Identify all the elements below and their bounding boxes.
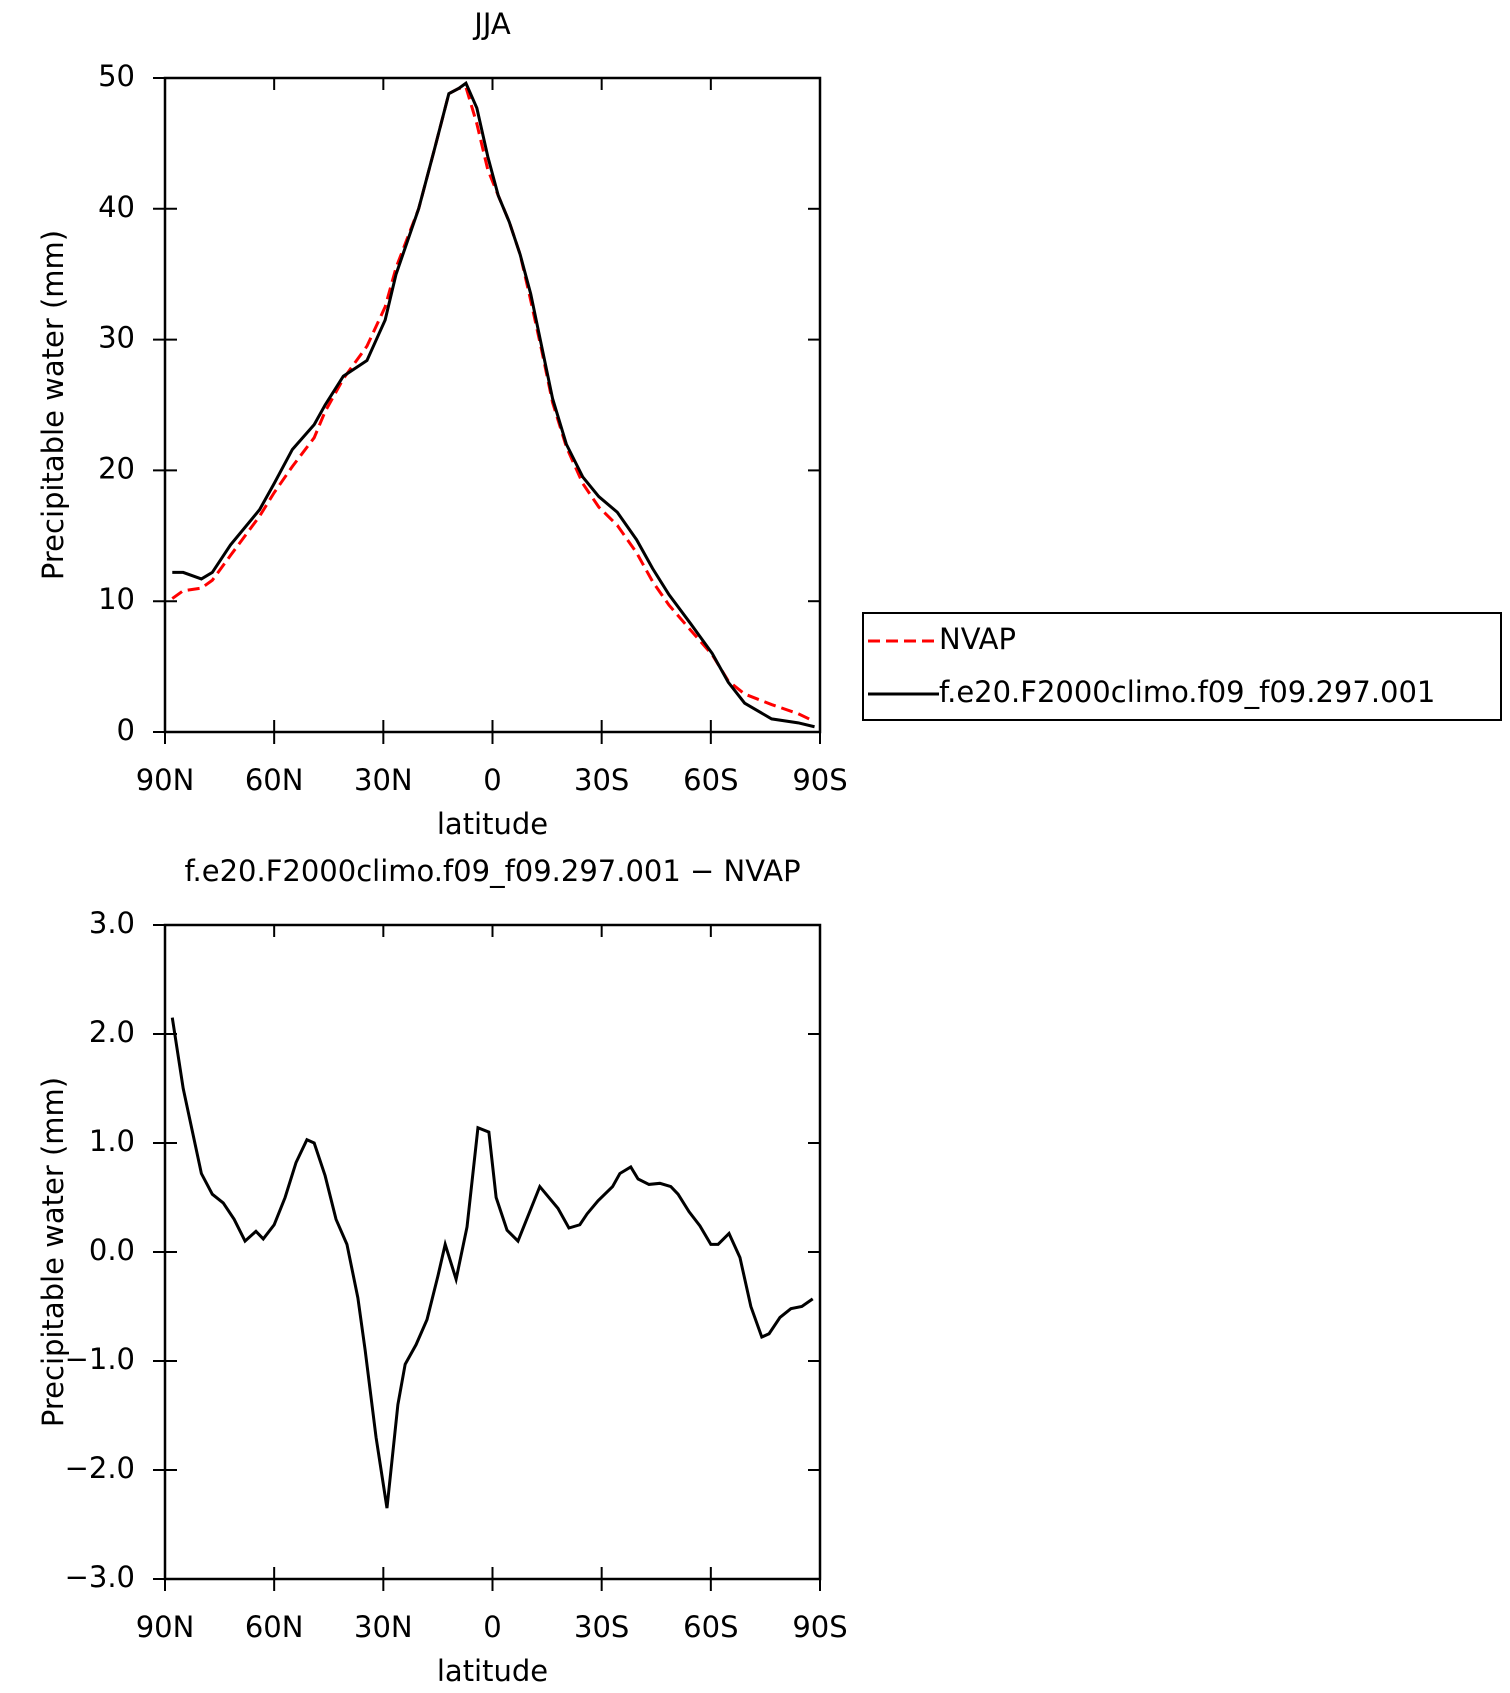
y-tick-label: 50 [98, 59, 135, 93]
data-line [172, 80, 815, 729]
y-tick-label: 0 [117, 713, 135, 747]
chart-title: JJA [472, 7, 511, 41]
x-tick-label: 30S [574, 1610, 629, 1644]
x-tick-label: 60N [245, 1610, 304, 1644]
y-axis-label: Precipitable water (mm) [36, 1077, 70, 1427]
x-axis-label: latitude [437, 1654, 548, 1688]
y-axis-label: Precipitable water (mm) [36, 230, 70, 580]
legend-label: NVAP [939, 622, 1016, 656]
x-tick-label: 60N [245, 763, 304, 797]
x-tick-label: 90S [792, 1610, 847, 1644]
y-tick-label: 30 [98, 321, 135, 355]
y-tick-label: 3.0 [89, 906, 135, 940]
x-tick-label: 0 [483, 1610, 501, 1644]
y-tick-label: −1.0 [65, 1342, 135, 1376]
legend-box [862, 612, 1502, 721]
x-tick-label: 60S [683, 1610, 738, 1644]
data-line [171, 85, 816, 723]
x-tick-label: 30N [354, 1610, 413, 1644]
y-tick-label: 10 [98, 582, 135, 616]
y-tick-label: 20 [98, 451, 135, 485]
plot-frame [163, 76, 822, 734]
y-tick-label: 1.0 [89, 1124, 135, 1158]
x-axis-label: latitude [437, 807, 548, 841]
y-tick-label: 0.0 [89, 1233, 135, 1267]
x-tick-label: 30S [574, 763, 629, 797]
y-tick-label: 40 [98, 190, 135, 224]
x-tick-label: 0 [483, 763, 501, 797]
legend-label: f.e20.F2000climo.f09_f09.297.001 [939, 675, 1435, 709]
y-tick-label: −2.0 [65, 1451, 135, 1485]
plot-frame [163, 923, 822, 1581]
x-tick-label: 60S [683, 763, 738, 797]
data-line [170, 1017, 814, 1509]
y-tick-label: 2.0 [89, 1015, 135, 1049]
y-tick-label: −3.0 [65, 1560, 135, 1594]
x-tick-label: 90N [136, 1610, 195, 1644]
x-tick-label: 90S [792, 763, 847, 797]
x-tick-label: 30N [354, 763, 413, 797]
x-tick-label: 90N [136, 763, 195, 797]
chart-title: f.e20.F2000climo.f09_f09.297.001 − NVAP [184, 854, 800, 888]
